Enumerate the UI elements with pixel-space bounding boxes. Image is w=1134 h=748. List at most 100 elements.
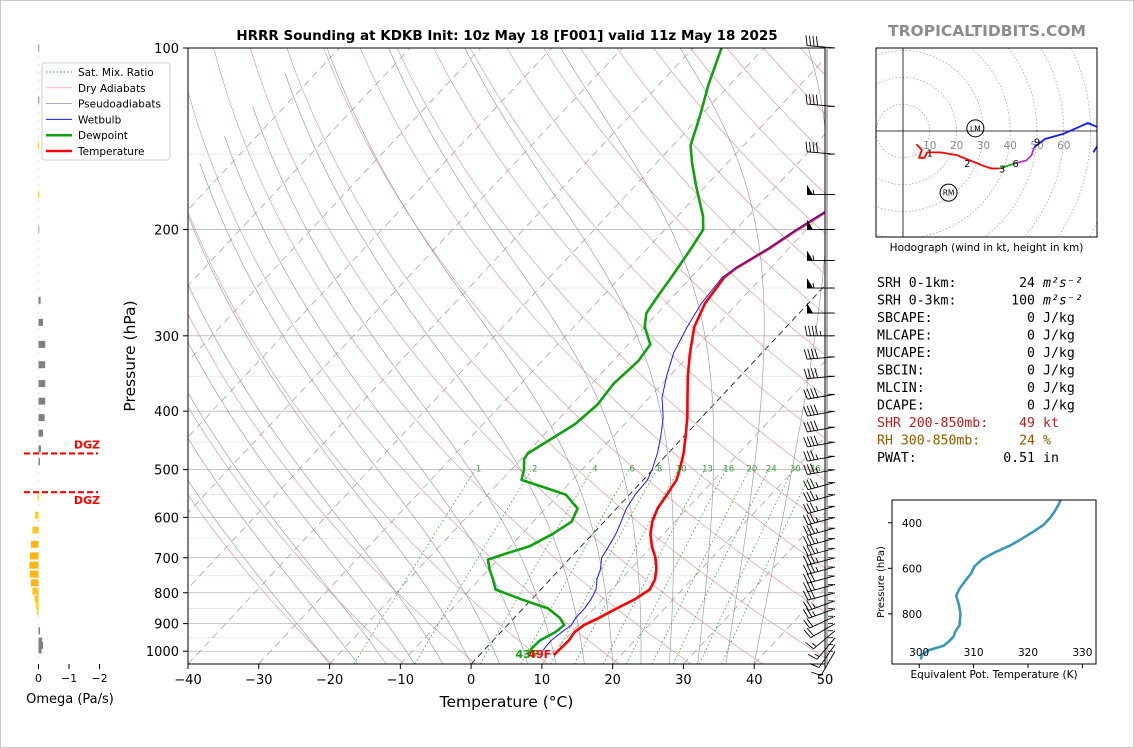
barb-flag [811, 671, 822, 676]
barb-staff [809, 615, 836, 629]
surface-dewpoint-label: 43F [516, 648, 539, 661]
barb-staff [807, 455, 836, 462]
param-unit: J/kg [1043, 399, 1075, 414]
barb-flag [809, 141, 812, 153]
barb-flag [810, 421, 815, 431]
dry-adiabat-line [506, 48, 825, 397]
barb-staff [807, 557, 836, 566]
barb-flag [806, 503, 812, 513]
x-tick-label: 30 [675, 673, 692, 688]
mixing-ratio-label: 6 [629, 464, 634, 474]
chart-legend: Sat. Mix. Ratio Dry Adiabats Pseudoadiabat… [41, 62, 171, 161]
dry-adiabat-line [469, 48, 825, 439]
legend-label: Dry Adiabats [78, 83, 146, 95]
barb-half-flag [815, 566, 819, 572]
barb-flag [806, 600, 813, 610]
wind-barb [803, 513, 836, 526]
barb-staff [807, 527, 836, 536]
dry-adiabat-line [286, 48, 825, 659]
barb-flag [805, 93, 808, 105]
barb-flag [803, 564, 809, 575]
wind-barb [803, 435, 836, 448]
mixing-ratio-line [721, 469, 813, 664]
omega-bar [36, 608, 39, 616]
wind-barb [803, 588, 836, 601]
barb-flag [803, 601, 810, 611]
barb-half-flag [812, 611, 816, 617]
barb-flag [806, 545, 812, 555]
x-axis-label: Temperature (°C) [439, 693, 574, 711]
barb-half-flag [815, 538, 819, 544]
x-tick-label: 20 [604, 673, 621, 688]
skewt-plot-area [188, 48, 825, 664]
dry-adiabat-line [396, 48, 825, 525]
mixing-ratio-line [479, 469, 593, 664]
barb-flag [807, 348, 812, 360]
barb-flag [810, 405, 815, 415]
isotherm-line [258, 57, 825, 664]
barb-flag [809, 35, 812, 46]
isotherm-line [188, 48, 340, 211]
barb-flag [806, 608, 813, 618]
barb-flag [809, 513, 816, 524]
barb-half-flag [812, 189, 815, 195]
omega-bar [29, 552, 39, 560]
barb-flag [803, 619, 810, 629]
barb-staff [807, 575, 836, 584]
wind-barbs [803, 35, 836, 676]
wind-barb [807, 278, 835, 289]
barb-flag [805, 35, 808, 46]
mixing-ratio-line [626, 469, 727, 664]
isotherm-line [470, 284, 825, 664]
pseudoadiabat-line [188, 392, 387, 664]
legend-label: Sat. Mix. Ratio [78, 67, 154, 79]
hodo-trace [999, 162, 1016, 170]
barb-flag [803, 504, 809, 514]
y-axis-label: Pressure (hPa) [121, 300, 139, 411]
wind-barb [805, 93, 836, 107]
dry-adiabat-line [323, 48, 825, 613]
barb-flag [806, 554, 812, 565]
hodo-height-label: 9 [1034, 138, 1040, 149]
wind-barb [803, 524, 836, 536]
barb-flag [815, 325, 818, 336]
barb-flag [810, 463, 815, 474]
pseudoadiabat-line [679, 48, 765, 664]
param-label: SRH 0-3km: [877, 294, 956, 309]
barb-flag [811, 325, 815, 336]
temperature-profile-line [552, 210, 825, 657]
isotherm-line [329, 133, 825, 664]
param-value: 24 [1019, 434, 1035, 449]
wind-barb [803, 387, 836, 400]
x-tick-label: 10 [534, 673, 551, 688]
omega-bar [38, 296, 41, 304]
hodo-ring-label: 30 [977, 140, 990, 152]
barb-pennant [807, 250, 813, 261]
omega-bar [29, 561, 39, 569]
param-value: 0 [1027, 311, 1035, 326]
dry-adiabat-line [188, 406, 405, 664]
barb-staff [807, 505, 836, 514]
barb-flag [806, 464, 812, 475]
dry-adiabat-line [433, 48, 825, 482]
mixing-ratio-label: 20 [747, 464, 758, 474]
storm-motion-marker [939, 183, 958, 202]
dry-adiabat-line [249, 48, 763, 664]
isotherm-line [188, 48, 482, 362]
omega-axis-label: Omega (Pa/s) [26, 692, 114, 707]
barb-flag [807, 653, 818, 660]
pseudoadiabat-line [188, 437, 359, 664]
mixing-ratio-label: 36 [810, 464, 821, 474]
barb-staff [816, 637, 836, 660]
omega-tick-label: −1 [61, 672, 77, 685]
barb-flag [803, 555, 809, 566]
barb-flag [810, 450, 815, 461]
x-tick-label: −10 [387, 673, 414, 688]
barb-flag [805, 642, 814, 650]
barb-staff [807, 537, 836, 547]
barb-flag [803, 515, 809, 525]
omega-plot: DGZ DGZ 0 −1 −2 Omega (Pa/s) [24, 44, 114, 707]
barb-flag [803, 464, 808, 475]
barb-half-flag [815, 548, 819, 553]
barb-flag [805, 141, 808, 152]
